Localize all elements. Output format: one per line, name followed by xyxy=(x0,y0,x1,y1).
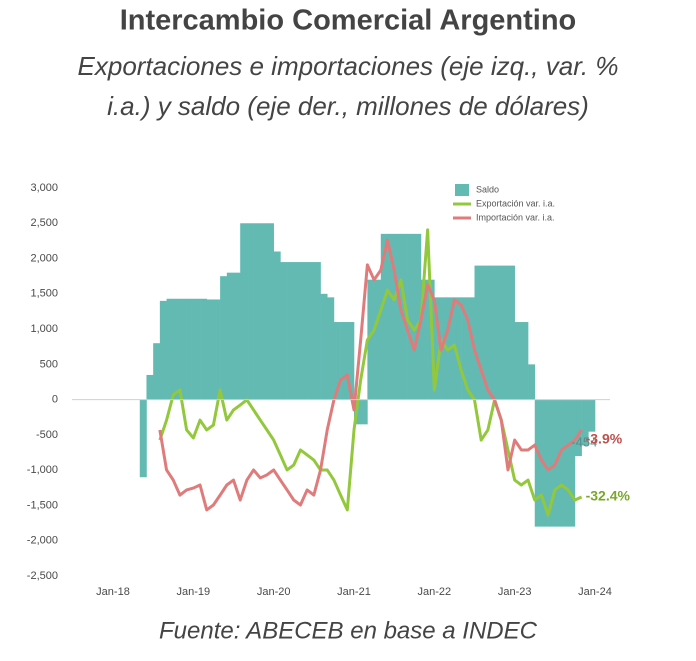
saldo-bar xyxy=(260,223,268,400)
x-tick-label: Jan-23 xyxy=(498,586,532,598)
saldo-bar xyxy=(380,233,388,400)
saldo-bar xyxy=(233,272,241,400)
saldo-bar xyxy=(514,322,522,400)
saldo-bar xyxy=(200,298,208,400)
saldo-bar xyxy=(374,279,382,400)
saldo-bar xyxy=(407,233,415,400)
saldo-bar xyxy=(139,399,147,478)
saldo-bar xyxy=(153,343,161,400)
series-line xyxy=(158,238,583,512)
y-tick-label: 0 xyxy=(52,394,58,406)
x-tick-label: Jan-21 xyxy=(337,586,371,598)
y-tick-label: 2,500 xyxy=(30,217,58,229)
y-tick-label: -2,500 xyxy=(27,570,58,582)
saldo-bar xyxy=(280,262,288,400)
saldo-bar xyxy=(461,297,469,400)
saldo-bar xyxy=(320,293,328,400)
saldo-bar xyxy=(534,399,542,527)
saldo-bar xyxy=(293,262,301,400)
data-label: -3.9% xyxy=(586,431,623,447)
saldo-bar xyxy=(246,223,254,400)
saldo-bar xyxy=(434,297,442,400)
saldo-bar xyxy=(173,298,181,400)
data-label: -454 xyxy=(571,434,597,449)
x-tick-label: Jan-20 xyxy=(257,586,291,598)
saldo-bar xyxy=(266,223,274,400)
saldo-bar xyxy=(481,265,489,400)
saldo-bar xyxy=(494,265,502,400)
saldo-bar xyxy=(273,251,281,400)
saldo-bar xyxy=(394,233,402,400)
saldo-bar xyxy=(213,299,221,400)
saldo-bar xyxy=(166,298,174,400)
saldo-bar xyxy=(327,297,335,400)
saldo-bar xyxy=(367,279,375,400)
saldo-bar xyxy=(333,322,341,400)
saldo-bar xyxy=(159,300,167,400)
saldo-bar xyxy=(193,298,201,400)
chart-subtitle: i.a.) y saldo (eje der., millones de dól… xyxy=(107,91,589,121)
saldo-bar xyxy=(307,262,315,400)
saldo-bar xyxy=(360,399,368,425)
saldo-bar xyxy=(487,265,495,400)
saldo-bar xyxy=(554,399,562,527)
saldo-bar xyxy=(287,262,295,400)
x-tick-label: Jan-24 xyxy=(578,586,612,598)
chart-title: Intercambio Comercial Argentino xyxy=(120,5,577,37)
saldo-bar xyxy=(146,374,154,400)
source-note: Fuente: ABECEB en base a INDEC xyxy=(159,617,538,644)
saldo-bar xyxy=(414,233,422,400)
saldo-bar xyxy=(300,262,308,400)
saldo-bar xyxy=(561,399,569,527)
saldo-bar xyxy=(441,297,449,400)
x-tick-label: Jan-19 xyxy=(177,586,211,598)
legend-swatch xyxy=(455,184,469,196)
series-line xyxy=(158,228,583,517)
y-tick-label: 1,000 xyxy=(30,323,58,335)
saldo-bar xyxy=(548,399,556,527)
saldo-bar xyxy=(528,364,536,400)
legend-label: Saldo xyxy=(476,184,499,194)
legend-label: Importación var. i.a. xyxy=(476,212,555,222)
saldo-bar xyxy=(253,223,261,400)
saldo-bar xyxy=(474,265,482,400)
y-tick-label: -500 xyxy=(36,429,58,441)
saldo-bar xyxy=(340,322,348,400)
saldo-bar xyxy=(574,399,582,457)
y-tick-label: 2,000 xyxy=(30,252,58,264)
legend-label: Exportación var. i.a. xyxy=(476,198,555,208)
saldo-bar xyxy=(588,399,596,432)
saldo-bar xyxy=(581,399,589,446)
saldo-bar xyxy=(179,298,187,400)
saldo-bar xyxy=(420,279,428,400)
y-tick-label: 3,000 xyxy=(30,182,58,194)
saldo-bar xyxy=(240,223,248,400)
data-label: -32.4% xyxy=(586,488,631,504)
saldo-bar xyxy=(226,272,234,400)
saldo-bar xyxy=(454,297,462,400)
saldo-bar xyxy=(521,322,529,400)
y-tick-label: 1,500 xyxy=(30,288,58,300)
saldo-bar xyxy=(313,262,321,400)
y-tick-label: -2,000 xyxy=(27,535,58,547)
y-tick-label: -1,500 xyxy=(27,499,58,511)
y-tick-label: 500 xyxy=(40,358,58,370)
saldo-bar xyxy=(568,399,576,527)
saldo-bar xyxy=(387,233,395,400)
x-tick-label: Jan-22 xyxy=(418,586,452,598)
saldo-bar xyxy=(186,298,194,400)
saldo-bar xyxy=(206,299,214,400)
x-tick-label: Jan-18 xyxy=(96,586,130,598)
saldo-bar xyxy=(467,297,475,400)
saldo-bar xyxy=(347,322,355,400)
saldo-bar xyxy=(501,265,509,400)
saldo-bar xyxy=(507,265,515,400)
saldo-bar xyxy=(220,276,228,400)
chart-subtitle: Exportaciones e importaciones (eje izq.,… xyxy=(78,51,619,81)
y-tick-label: -1,000 xyxy=(27,464,58,476)
